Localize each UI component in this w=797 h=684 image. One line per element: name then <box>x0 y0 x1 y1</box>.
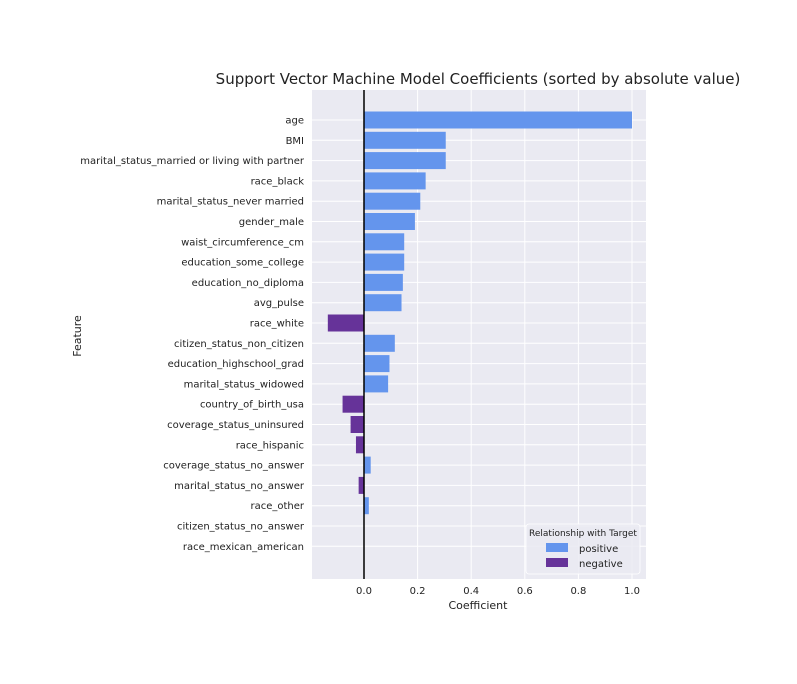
bar-race-black <box>364 172 426 190</box>
y-tick-label: citizen_status_no_answer <box>177 522 305 533</box>
y-tick-label: race_other <box>250 501 304 512</box>
y-tick-label: race_black <box>251 176 305 187</box>
x-axis-label: Coefficient <box>449 599 509 612</box>
legend-label-negative: negative <box>579 559 623 570</box>
y-tick-label: avg_pulse <box>254 298 304 309</box>
y-tick-label: marital_status_no_answer <box>174 481 305 492</box>
bar-race-hispanic <box>355 436 364 454</box>
y-tick-label: marital_status_married or living with pa… <box>80 156 305 167</box>
y-tick-label: coverage_status_no_answer <box>163 461 305 472</box>
bar-bmi <box>364 131 446 149</box>
y-tick-label: BMI <box>286 136 304 147</box>
bar-waist-circumference-cm <box>364 233 405 251</box>
y-tick-label: marital_status_widowed <box>184 379 304 390</box>
x-tick-label: 0.2 <box>410 586 426 597</box>
bar-marital-status-no-answer <box>358 476 364 494</box>
legend-label-positive: positive <box>579 544 618 555</box>
y-tick-label: race_mexican_american <box>183 542 304 553</box>
y-tick-label: education_some_college <box>181 258 304 269</box>
y-tick-label: gender_male <box>239 217 304 228</box>
bar-education-some-college <box>364 253 405 271</box>
bar-marital-status-never-married <box>364 192 421 210</box>
chart-title: Support Vector Machine Model Coefficient… <box>216 70 741 88</box>
bar-marital-status-widowed <box>364 375 389 393</box>
y-tick-labels: age BMI marital_status_married or living w… <box>80 116 305 553</box>
bar-citizen-status-non-citizen <box>364 334 395 352</box>
y-tick-label: citizen_status_non_citizen <box>174 339 304 350</box>
y-tick-label: waist_circumference_cm <box>181 237 304 248</box>
y-tick-label: education_no_diploma <box>192 278 304 289</box>
bars <box>327 111 632 515</box>
y-tick-label: coverage_status_uninsured <box>167 420 304 431</box>
legend-swatch-negative <box>546 558 568 567</box>
bar-marital-status-married-or-living-with-partner <box>364 152 446 170</box>
y-axis-label: Feature <box>71 315 84 357</box>
x-tick-labels: 0.0 0.2 0.4 0.6 0.8 1.0 <box>356 586 640 597</box>
bar-race-white <box>327 314 364 332</box>
x-tick-label: 1.0 <box>624 586 640 597</box>
x-tick-label: 0.8 <box>570 586 586 597</box>
legend-swatch-positive <box>546 543 568 552</box>
legend-title: Relationship with Target <box>529 529 637 539</box>
y-tick-label: country_of_birth_usa <box>200 400 304 411</box>
y-tick-label: race_white <box>250 319 304 330</box>
bar-coverage-status-no-answer <box>364 456 371 474</box>
x-tick-label: 0.6 <box>517 586 533 597</box>
legend: Relationship with Target positive negati… <box>525 523 641 575</box>
x-tick-label: 0.0 <box>356 586 372 597</box>
bar-coverage-status-uninsured <box>350 416 364 433</box>
bar-country-of-birth-usa <box>342 395 364 413</box>
y-tick-label: marital_status_never married <box>157 197 304 208</box>
bar-education-highschool-grad <box>364 355 390 373</box>
bar-education-no-diploma <box>364 273 403 291</box>
y-tick-label: education_highschool_grad <box>168 359 304 370</box>
x-tick-label: 0.4 <box>463 586 479 597</box>
bar-gender-male <box>364 213 415 230</box>
y-tick-label: age <box>285 116 304 127</box>
bar-age <box>364 111 632 129</box>
y-tick-label: race_hispanic <box>236 440 304 451</box>
bar-race-other <box>364 497 369 515</box>
bar-avg-pulse <box>364 294 402 312</box>
